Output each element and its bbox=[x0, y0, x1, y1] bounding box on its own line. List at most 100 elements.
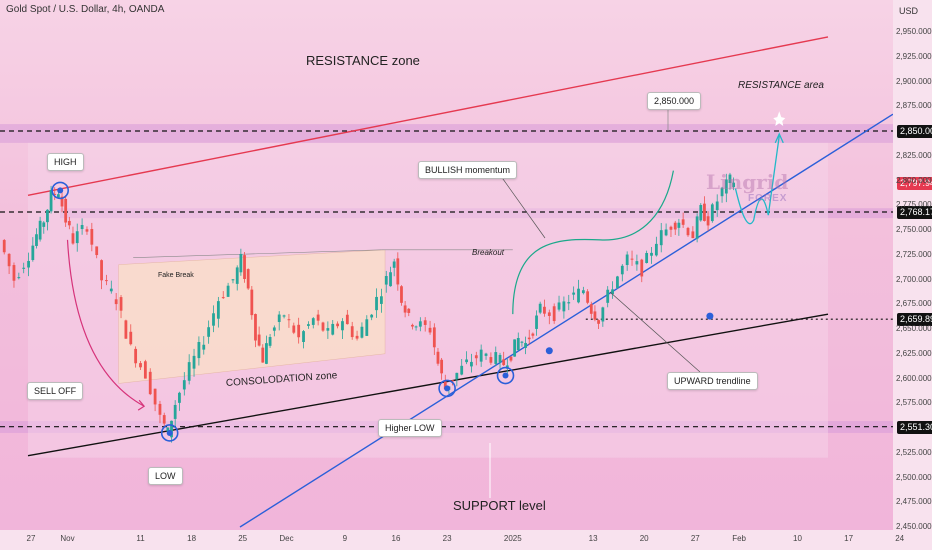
candle-body bbox=[46, 209, 49, 223]
candle-body bbox=[254, 314, 257, 341]
candle-body bbox=[71, 233, 75, 244]
candle-body bbox=[581, 290, 585, 294]
candle-body bbox=[129, 331, 133, 345]
candle-body bbox=[586, 291, 590, 303]
current-price-tag: 2,797.940 bbox=[897, 176, 932, 190]
candle-body bbox=[119, 297, 123, 311]
candle-body bbox=[524, 342, 527, 348]
higher-low-label: Higher LOW bbox=[378, 419, 442, 437]
candle-body bbox=[139, 363, 142, 368]
candle-body bbox=[681, 219, 685, 225]
bullish-momentum-arrow bbox=[512, 170, 674, 315]
candle-body bbox=[231, 279, 235, 281]
candle-body bbox=[384, 276, 388, 285]
candle-body bbox=[22, 267, 26, 269]
candle-body bbox=[440, 359, 444, 374]
candle-body bbox=[470, 361, 473, 367]
candle-body bbox=[56, 194, 60, 198]
candle-body bbox=[53, 193, 57, 195]
bullish-momentum-label: BULLISH momentum bbox=[418, 161, 518, 179]
candle-body bbox=[246, 269, 250, 289]
candle-body bbox=[547, 312, 551, 316]
candle-body bbox=[350, 326, 354, 338]
candle-body bbox=[535, 315, 538, 329]
candle-body bbox=[403, 305, 407, 313]
candle-body bbox=[261, 347, 265, 363]
candle-body bbox=[645, 252, 649, 263]
y-tick-label: 2,600.000 bbox=[896, 373, 932, 383]
candle-body bbox=[162, 415, 166, 424]
candle-body bbox=[715, 201, 719, 211]
pivot-dot-0 bbox=[57, 187, 64, 194]
candle-body bbox=[538, 303, 542, 313]
target-star-icon bbox=[773, 111, 786, 127]
candle-body bbox=[297, 324, 301, 338]
candle-body bbox=[17, 277, 21, 279]
candle-body bbox=[710, 204, 714, 222]
y-tick-label: 2,450.000 bbox=[896, 522, 932, 531]
support-band bbox=[0, 421, 893, 433]
candle-body bbox=[451, 380, 454, 382]
candle-body bbox=[27, 260, 30, 268]
candle-body bbox=[282, 315, 286, 317]
candle-body bbox=[418, 321, 422, 327]
candle-body bbox=[489, 357, 493, 363]
candle-body bbox=[226, 285, 230, 297]
candle-body bbox=[677, 222, 681, 228]
high-label: HIGH bbox=[47, 153, 84, 171]
candle-body bbox=[202, 344, 206, 350]
pivot-circle-0 bbox=[51, 181, 70, 200]
candle-body bbox=[277, 314, 281, 322]
pivot-circle-2 bbox=[438, 379, 456, 398]
candle-body bbox=[516, 337, 520, 351]
candle-body bbox=[669, 226, 673, 230]
candle-body bbox=[336, 323, 339, 327]
y-tick-label: 2,650.000 bbox=[896, 324, 932, 333]
candle-body bbox=[635, 261, 639, 265]
x-tick-label: 9 bbox=[342, 534, 348, 543]
price-tag-level: 2,768.177 bbox=[897, 206, 932, 219]
candle-body bbox=[302, 331, 305, 342]
y-tick-label: 2,575.000 bbox=[896, 398, 932, 408]
projection-arrow-head bbox=[774, 132, 784, 144]
candle-body bbox=[67, 220, 71, 226]
x-tick-label: 17 bbox=[844, 534, 854, 543]
x-tick-label: 10 bbox=[793, 534, 802, 543]
candle-body bbox=[90, 228, 94, 245]
candle-body bbox=[589, 304, 593, 314]
candle-body bbox=[85, 229, 89, 232]
candle-body bbox=[375, 296, 378, 311]
candle-body bbox=[706, 216, 710, 226]
candle-body bbox=[197, 342, 201, 359]
currency-label[interactable]: USD bbox=[899, 6, 919, 16]
candle-body bbox=[292, 325, 296, 333]
candle-body bbox=[479, 349, 483, 362]
candle-body bbox=[502, 359, 506, 366]
candle-body bbox=[95, 246, 99, 256]
candle-body bbox=[35, 234, 38, 246]
candle-body bbox=[650, 252, 653, 256]
candle-body bbox=[42, 222, 46, 227]
candle-body bbox=[7, 253, 11, 267]
candle-body bbox=[114, 299, 118, 305]
fake-break-line bbox=[133, 249, 382, 259]
candle-body bbox=[531, 333, 535, 336]
chart-title: Gold Spot / U.S. Dollar, 4h, OANDA bbox=[6, 4, 165, 15]
candle-body bbox=[158, 403, 162, 415]
candle-body bbox=[630, 258, 634, 260]
x-tick-label: 27 bbox=[690, 534, 700, 543]
candle-body bbox=[250, 289, 254, 316]
candle-body bbox=[593, 311, 597, 320]
candle-body bbox=[187, 362, 191, 381]
candle-body bbox=[520, 341, 524, 343]
candle-body bbox=[287, 319, 291, 321]
upward-trendline bbox=[239, 113, 894, 528]
candle-body bbox=[153, 388, 157, 405]
candle-body bbox=[400, 286, 403, 303]
candle-body bbox=[432, 327, 436, 348]
x-tick-label: 16 bbox=[391, 534, 401, 543]
mid-resistance-band bbox=[60, 208, 893, 219]
x-axis-strip bbox=[0, 530, 893, 550]
